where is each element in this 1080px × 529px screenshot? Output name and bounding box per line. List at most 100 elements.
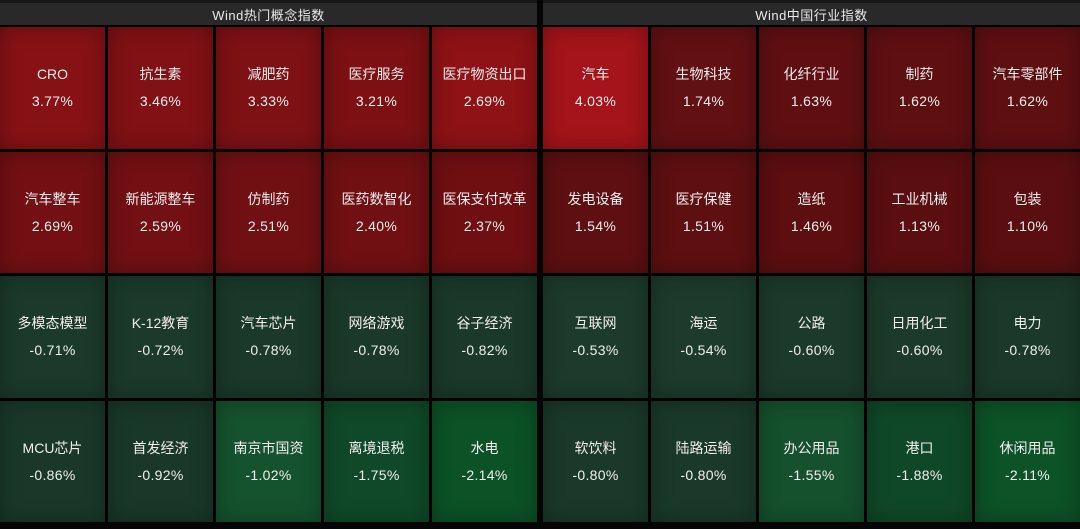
index-tile[interactable]: 发电设备 1.54% xyxy=(543,151,648,273)
index-tile[interactable]: 仿制药 2.51% xyxy=(216,151,321,273)
index-change: 4.03% xyxy=(574,93,617,110)
index-tile[interactable]: 首发经济 -0.92% xyxy=(108,400,213,522)
section-title-china-industries: Wind中国行业指数 xyxy=(543,0,1080,27)
index-change: 1.63% xyxy=(790,93,833,110)
index-tile[interactable]: 多模态模型 -0.71% xyxy=(0,276,105,398)
index-name: 软饮料 xyxy=(574,439,617,456)
index-tile[interactable]: 办公用品 -1.55% xyxy=(759,400,864,522)
index-change: 2.69% xyxy=(31,217,74,234)
index-name: 发电设备 xyxy=(567,190,624,207)
index-change: 3.77% xyxy=(31,93,74,110)
index-tile[interactable]: 电力 -0.78% xyxy=(975,276,1080,398)
index-change: -0.71% xyxy=(29,342,76,359)
index-tile[interactable]: 减肥药 3.33% xyxy=(216,27,321,149)
index-tile[interactable]: 日用化工 -0.60% xyxy=(867,276,972,398)
index-tile[interactable]: 南京市国资 -1.02% xyxy=(216,400,321,522)
index-change: 2.37% xyxy=(463,217,506,234)
index-change: 2.59% xyxy=(139,217,182,234)
index-change: 3.21% xyxy=(355,93,398,110)
index-tile[interactable]: K-12教育 -0.72% xyxy=(108,276,213,398)
index-change: -0.60% xyxy=(896,342,943,359)
index-name: 水电 xyxy=(470,439,499,456)
index-name: 网络游戏 xyxy=(348,315,405,332)
index-name: 医疗物资出口 xyxy=(442,66,527,83)
index-change: 1.46% xyxy=(790,217,833,234)
index-change: -0.92% xyxy=(137,466,184,483)
index-change: -2.14% xyxy=(461,466,508,483)
index-change: 1.10% xyxy=(1006,217,1049,234)
index-name: 离境退税 xyxy=(348,439,405,456)
index-change: -1.88% xyxy=(896,466,943,483)
index-change: -0.78% xyxy=(1004,342,1051,359)
index-tile[interactable]: 汽车整车 2.69% xyxy=(0,151,105,273)
index-change: -0.82% xyxy=(461,342,508,359)
index-name: K-12教育 xyxy=(131,315,190,332)
index-change: -0.53% xyxy=(572,342,619,359)
index-tile[interactable]: 汽车 4.03% xyxy=(543,27,648,149)
index-change: 1.54% xyxy=(574,217,617,234)
index-tile[interactable]: 谷子经济 -0.82% xyxy=(432,276,537,398)
index-tile[interactable]: 汽车零部件 1.62% xyxy=(975,27,1080,149)
index-tile[interactable]: CRO 3.77% xyxy=(0,27,105,149)
index-name: 首发经济 xyxy=(132,439,189,456)
index-name: 汽车整车 xyxy=(24,190,81,207)
index-name: 南京市国资 xyxy=(233,439,304,456)
index-name: 医疗保健 xyxy=(675,190,732,207)
index-change: -0.80% xyxy=(572,466,619,483)
index-name: 港口 xyxy=(905,439,934,456)
index-tile[interactable]: 互联网 -0.53% xyxy=(543,276,648,398)
index-change: 2.51% xyxy=(247,217,290,234)
index-tile[interactable]: 化纤行业 1.63% xyxy=(759,27,864,149)
index-change: 3.46% xyxy=(139,93,182,110)
index-name: 多模态模型 xyxy=(17,315,88,332)
index-tile[interactable]: 休闲用品 -2.11% xyxy=(975,400,1080,522)
index-tile[interactable]: 软饮料 -0.80% xyxy=(543,400,648,522)
index-name: 谷子经济 xyxy=(456,315,513,332)
index-tile[interactable]: 海运 -0.54% xyxy=(651,276,756,398)
index-name: 医药数智化 xyxy=(341,190,412,207)
index-tile[interactable]: 港口 -1.88% xyxy=(867,400,972,522)
index-tile[interactable]: 医疗服务 3.21% xyxy=(324,27,429,149)
index-change: -1.55% xyxy=(788,466,835,483)
index-tile[interactable]: 制药 1.62% xyxy=(867,27,972,149)
index-tile[interactable]: 生物科技 1.74% xyxy=(651,27,756,149)
section-hot-concepts: Wind热门概念指数 CRO 3.77% 抗生素 3.46% 减肥药 3.33% 医疗服务 3… xyxy=(0,0,537,522)
index-name: 生物科技 xyxy=(675,66,732,83)
index-tile[interactable]: 医药数智化 2.40% xyxy=(324,151,429,273)
index-change: 2.40% xyxy=(355,217,398,234)
index-change: 2.69% xyxy=(463,93,506,110)
index-change: 1.74% xyxy=(682,93,725,110)
index-tile[interactable]: 公路 -0.60% xyxy=(759,276,864,398)
index-tile[interactable]: 医疗物资出口 2.69% xyxy=(432,27,537,149)
index-tile[interactable]: 网络游戏 -0.78% xyxy=(324,276,429,398)
index-name: 日用化工 xyxy=(891,315,948,332)
index-tile[interactable]: 新能源整车 2.59% xyxy=(108,151,213,273)
index-tile[interactable]: 工业机械 1.13% xyxy=(867,151,972,273)
index-tile[interactable]: 陆路运输 -0.80% xyxy=(651,400,756,522)
index-name: 包装 xyxy=(1013,190,1042,207)
index-name: 汽车芯片 xyxy=(240,315,297,332)
index-tile[interactable]: MCU芯片 -0.86% xyxy=(0,400,105,522)
index-name: 陆路运输 xyxy=(675,439,732,456)
index-tile[interactable]: 抗生素 3.46% xyxy=(108,27,213,149)
index-name: 减肥药 xyxy=(247,66,290,83)
index-name: 造纸 xyxy=(797,190,826,207)
index-tile[interactable]: 医保支付改革 2.37% xyxy=(432,151,537,273)
index-change: -0.60% xyxy=(788,342,835,359)
index-tile[interactable]: 包装 1.10% xyxy=(975,151,1080,273)
index-name: 汽车 xyxy=(581,66,610,83)
industries-grid: 汽车 4.03% 生物科技 1.74% 化纤行业 1.63% 制药 1.62% 汽车零部件 1.6… xyxy=(543,27,1080,522)
section-title-hot-concepts: Wind热门概念指数 xyxy=(0,0,537,27)
index-name: 医疗服务 xyxy=(348,66,405,83)
index-tile[interactable]: 造纸 1.46% xyxy=(759,151,864,273)
index-tile[interactable]: 水电 -2.14% xyxy=(432,400,537,522)
index-tile[interactable]: 医疗保健 1.51% xyxy=(651,151,756,273)
index-name: 电力 xyxy=(1013,315,1042,332)
index-change: -1.75% xyxy=(353,466,400,483)
index-name: 化纤行业 xyxy=(783,66,840,83)
index-name: CRO xyxy=(36,66,69,83)
index-tile[interactable]: 离境退税 -1.75% xyxy=(324,400,429,522)
index-change: -2.11% xyxy=(1004,466,1051,483)
index-tile[interactable]: 汽车芯片 -0.78% xyxy=(216,276,321,398)
index-name: 仿制药 xyxy=(247,190,290,207)
